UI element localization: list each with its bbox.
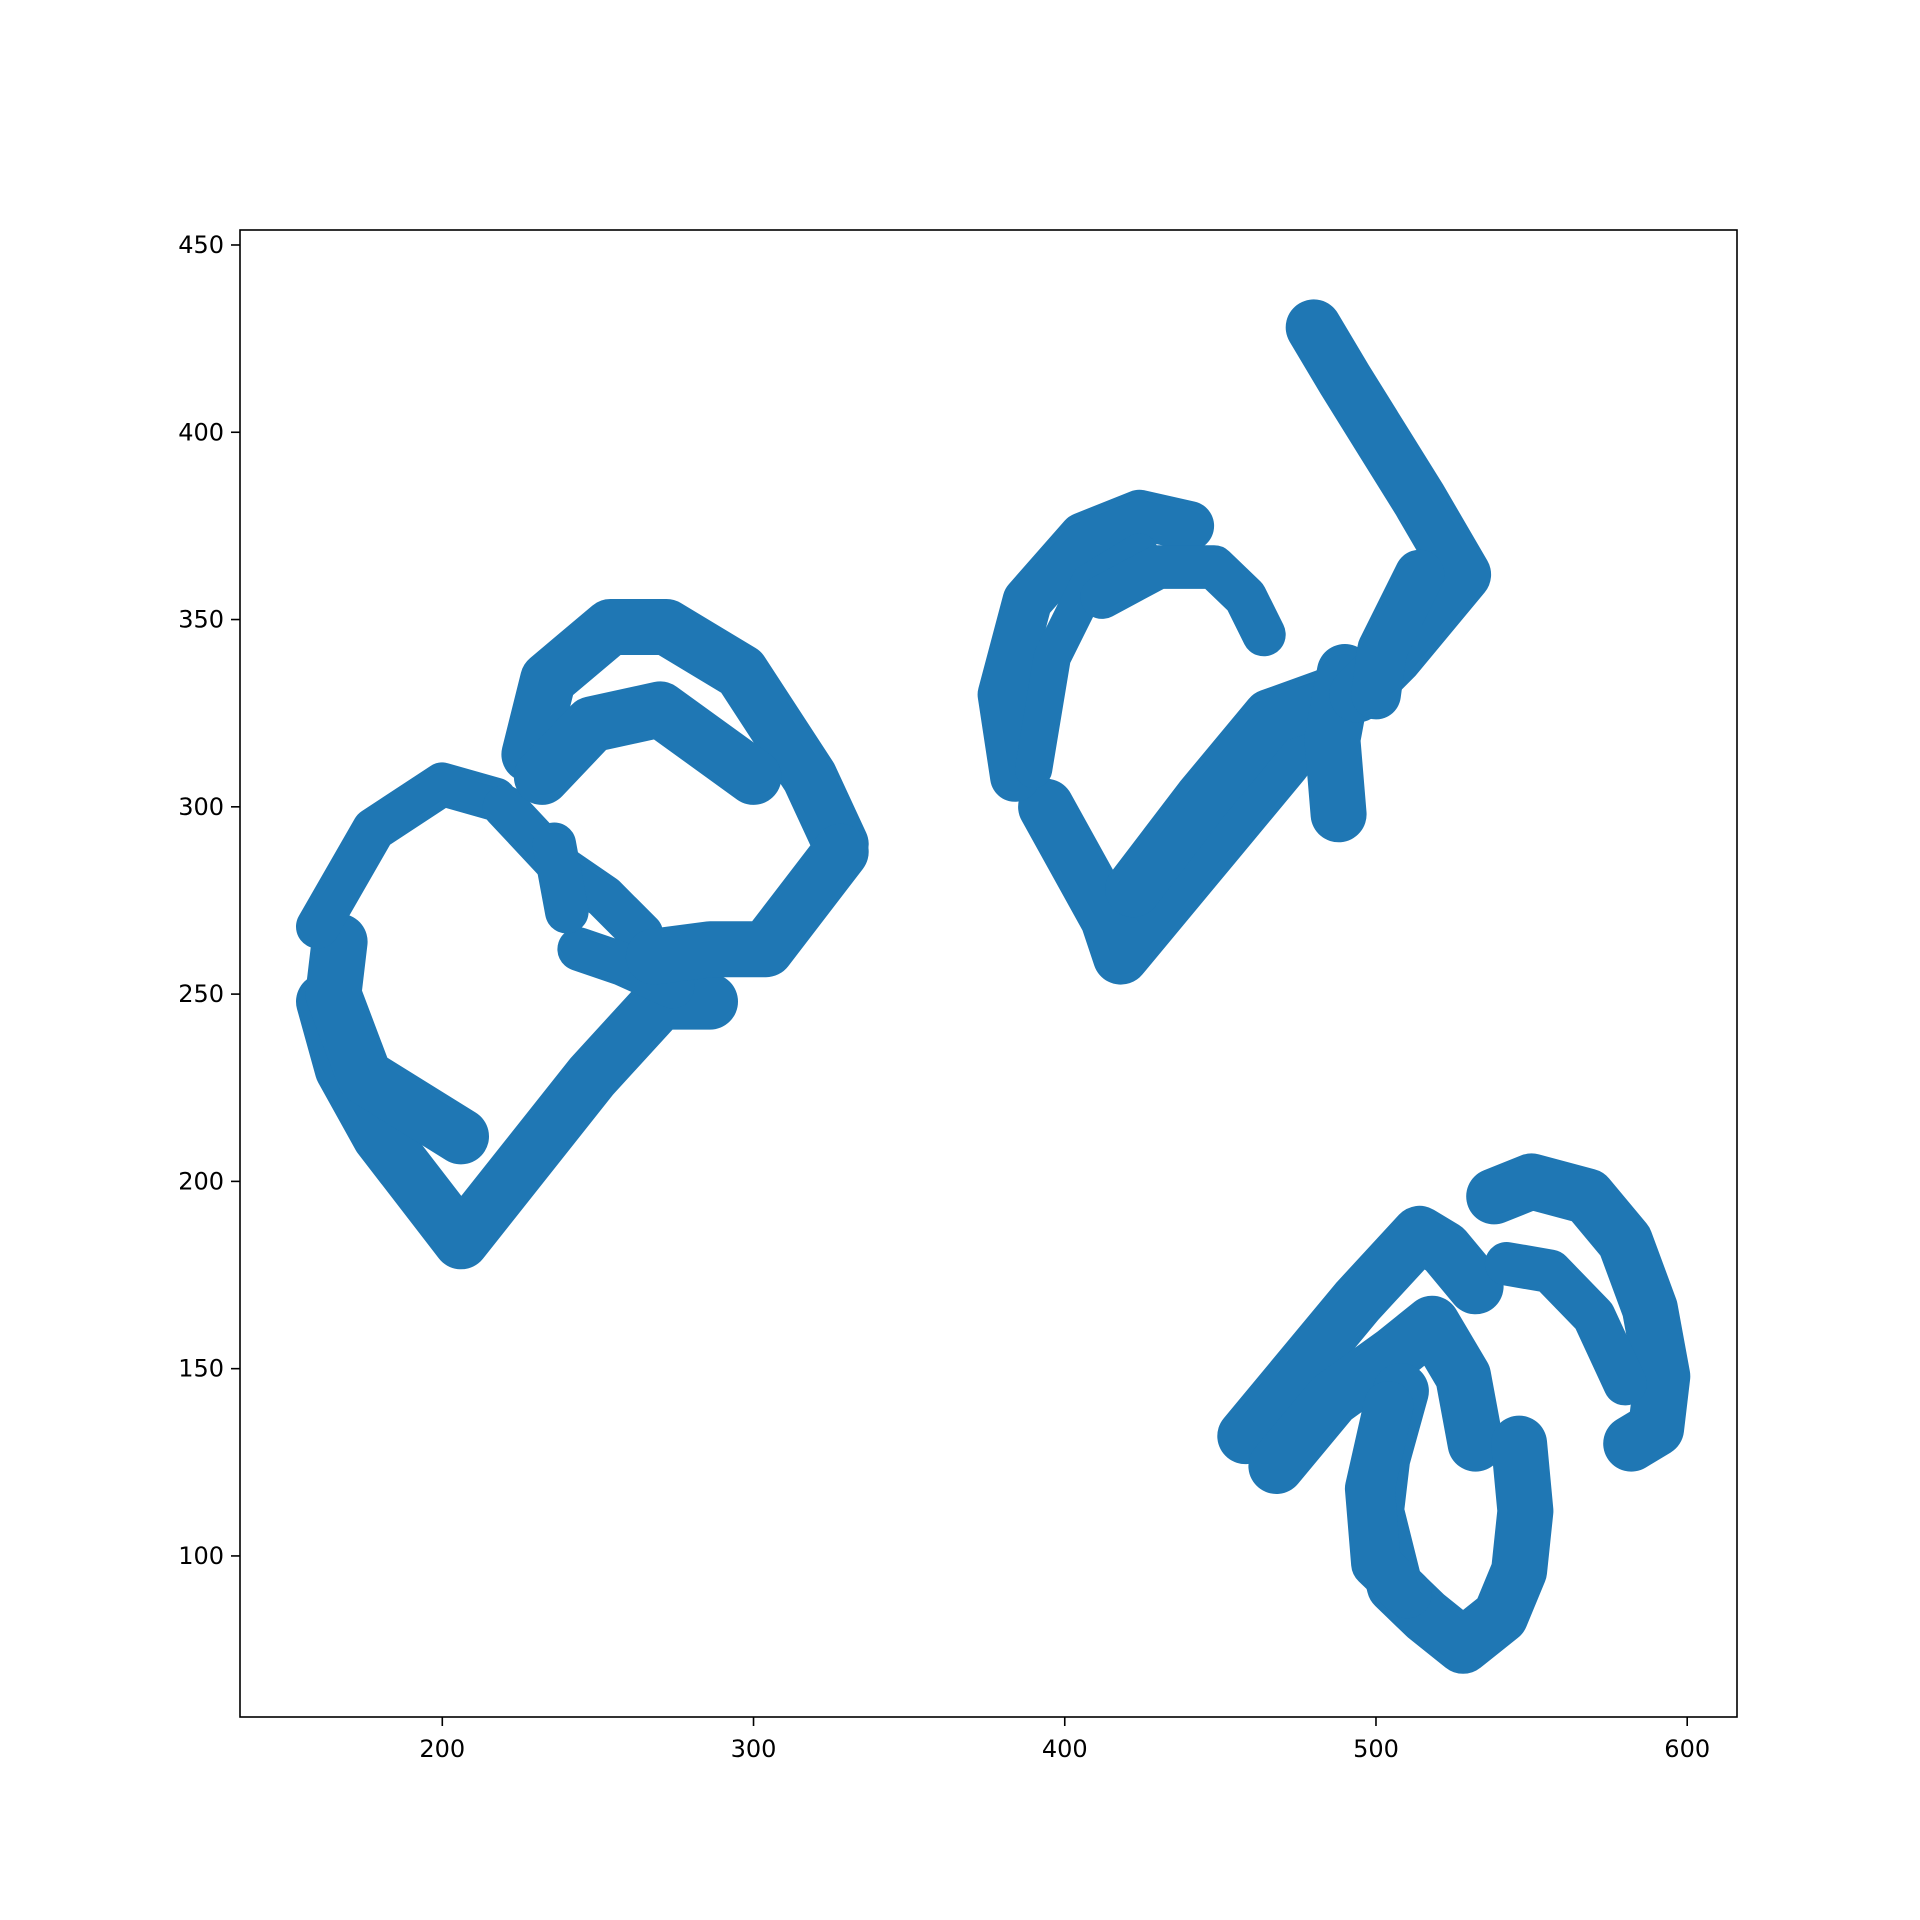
x-tick-label: 300 — [731, 1735, 777, 1763]
scatter-stroke-1-8 — [532, 822, 589, 934]
scatter-stroke-2-8 — [1351, 549, 1445, 720]
scatter-stroke-2-1 — [1018, 651, 1373, 985]
y-tick-label: 150 — [178, 1355, 224, 1383]
data-marks — [296, 299, 1691, 1674]
y-tick-label: 250 — [178, 980, 224, 1008]
scatter-stroke-2-3 — [977, 489, 1215, 802]
series-1 — [296, 599, 869, 1270]
scatter-stroke-3-2 — [1248, 1295, 1504, 1494]
y-tick-label: 100 — [178, 1542, 224, 1570]
scatter-stroke-3-6 — [1484, 1242, 1647, 1406]
y-tick-label: 200 — [178, 1167, 224, 1195]
x-tick-label: 200 — [419, 1735, 465, 1763]
x-tick-label: 600 — [1664, 1735, 1710, 1763]
scatter-stroke-3-4 — [1344, 1381, 1432, 1619]
scatter-stroke-1-7 — [513, 681, 782, 805]
scatter-stroke-3-1 — [1217, 1205, 1504, 1465]
scatter-stroke-2-5 — [1080, 545, 1286, 657]
scatter-stroke-1-2 — [305, 913, 489, 1165]
scatter-stroke-3-5 — [1466, 1153, 1691, 1472]
y-tick-label: 450 — [178, 231, 224, 259]
y-tick-label: 300 — [178, 793, 224, 821]
scatter-stroke-1-3 — [296, 762, 517, 949]
scatter-stroke-2-2 — [1105, 666, 1361, 918]
scatter-stroke-1-6 — [501, 599, 869, 873]
x-tick-label: 500 — [1353, 1735, 1399, 1763]
x-axis: 200 300 400 500 600 — [419, 1717, 1710, 1763]
y-axis: 100 150 200 250 300 350 400 450 — [178, 231, 240, 1570]
plot-frame — [239, 229, 1738, 1718]
y-tick-label: 350 — [178, 606, 224, 634]
series-2 — [977, 299, 1492, 985]
x-tick-label: 400 — [1042, 1735, 1088, 1763]
y-tick-label: 400 — [178, 418, 224, 446]
series-3 — [1217, 1153, 1691, 1674]
plot-background — [240, 230, 1737, 1717]
scatter-stroke-1-9 — [625, 823, 869, 985]
